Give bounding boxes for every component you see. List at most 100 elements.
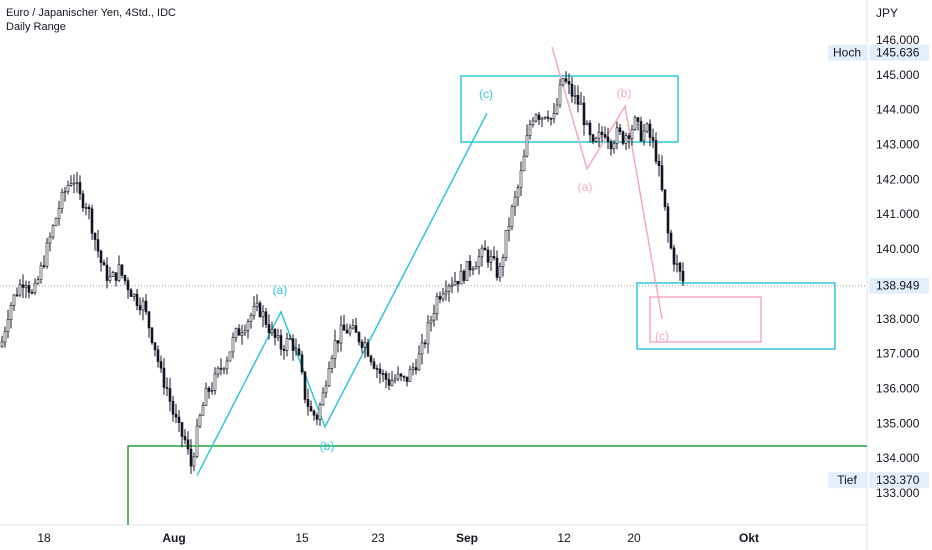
candle-body [24, 285, 28, 288]
candle-body [201, 405, 205, 416]
price-axis[interactable]: 133.000 134.000 135.000 136.000 137.000 138.0… [876, 33, 920, 500]
candle-body [576, 94, 580, 105]
candle-body [372, 361, 376, 369]
candle-body [177, 416, 181, 423]
candle-body [225, 360, 229, 370]
candle-body [540, 117, 544, 120]
low-tag-value-bg [869, 472, 929, 489]
candle-body [477, 256, 481, 268]
candle-body [660, 165, 664, 190]
last-price-tag-value: 138.949 [876, 279, 920, 293]
candle-body [258, 302, 262, 317]
candle-body [129, 289, 133, 297]
pink-wave-label: (b) [617, 86, 632, 100]
candle-body [120, 264, 124, 276]
candle-body [51, 225, 55, 238]
candle-body [417, 353, 421, 371]
candle-body [504, 230, 508, 258]
candle-body [594, 137, 598, 142]
candle-body [609, 141, 613, 150]
candle-body [423, 342, 427, 345]
candle-body [219, 367, 223, 370]
candle-body [345, 330, 349, 334]
candle-body [618, 127, 622, 132]
candle-body [597, 131, 601, 139]
candle-body [75, 182, 79, 184]
candle-body [405, 376, 409, 382]
candle-body [648, 123, 652, 138]
candle-body [531, 120, 535, 125]
candle-body [261, 311, 265, 317]
candle-body [567, 81, 571, 85]
y-tick-label: 144.000 [876, 103, 920, 117]
chart-legend: Euro / Japanischer Yen, 4Std., IDC Daily… [6, 6, 176, 34]
candle-body [132, 293, 136, 297]
candle-body [39, 265, 43, 281]
candle-body [63, 191, 67, 193]
candle-body [306, 399, 310, 407]
candle-body [459, 270, 463, 285]
candle-body [429, 319, 433, 324]
y-tick-label: 141.000 [876, 207, 920, 221]
high-tag-label: Hoch [833, 46, 861, 60]
candle-body [171, 401, 175, 415]
candle-body [612, 143, 616, 150]
candle-body [615, 127, 619, 144]
candle-body [486, 249, 490, 263]
x-tick-label: Okt [739, 531, 759, 545]
y-tick-label: 138.000 [876, 312, 920, 326]
candle-body [165, 387, 169, 389]
candle-body [396, 373, 400, 380]
candle-body [435, 296, 439, 314]
candle-body [291, 338, 295, 351]
candle-body [381, 373, 385, 375]
candle-body [249, 315, 253, 322]
candle-body [354, 325, 358, 333]
y-tick-label: 136.000 [876, 381, 920, 395]
candle-body [357, 332, 361, 343]
candle-body [9, 305, 13, 321]
cyan-wave-label: (a) [273, 283, 288, 297]
candle-body [18, 284, 22, 296]
candle-body [543, 116, 547, 119]
low-tag-label: Tief [837, 473, 857, 487]
candle-body [66, 185, 70, 192]
candle-body [81, 193, 85, 209]
candle-body [420, 342, 424, 355]
time-axis[interactable]: 18 Aug 15 23 Sep 12 20 Okt [37, 531, 759, 545]
candle-body [480, 247, 484, 258]
candle-body [186, 439, 190, 450]
axis-unit-label: JPY [876, 6, 898, 20]
candle-body [399, 373, 403, 377]
candle-body [468, 260, 472, 271]
candle-body [150, 327, 154, 344]
candle-body [456, 280, 460, 285]
pink-wave-path [551, 46, 663, 319]
candle-body [267, 324, 271, 334]
candle-body [663, 189, 667, 208]
candle-body [222, 368, 226, 371]
candle-body [450, 284, 454, 287]
y-tick-label: 145.000 [876, 68, 920, 82]
candle-body [681, 271, 685, 282]
candle-body [312, 410, 316, 416]
x-tick-label: 20 [627, 531, 641, 545]
candle-body [153, 342, 157, 351]
y-tick-label: 135.000 [876, 416, 920, 430]
candle-body [336, 340, 340, 344]
candle-body [516, 187, 520, 198]
candle-body [183, 436, 187, 441]
candle-body [45, 242, 49, 267]
candle-body [198, 415, 202, 427]
candle-body [309, 406, 313, 412]
candle-body [672, 247, 676, 265]
x-tick-label: 23 [371, 531, 385, 545]
drawings-layer: (a) (b) (c) (a) (b) (c) [0, 46, 867, 525]
candle-body [549, 118, 553, 120]
candle-body [36, 279, 40, 284]
candle-body [48, 236, 52, 244]
candle-body [432, 313, 436, 321]
candle-body [54, 218, 58, 227]
candle-body [327, 368, 331, 387]
